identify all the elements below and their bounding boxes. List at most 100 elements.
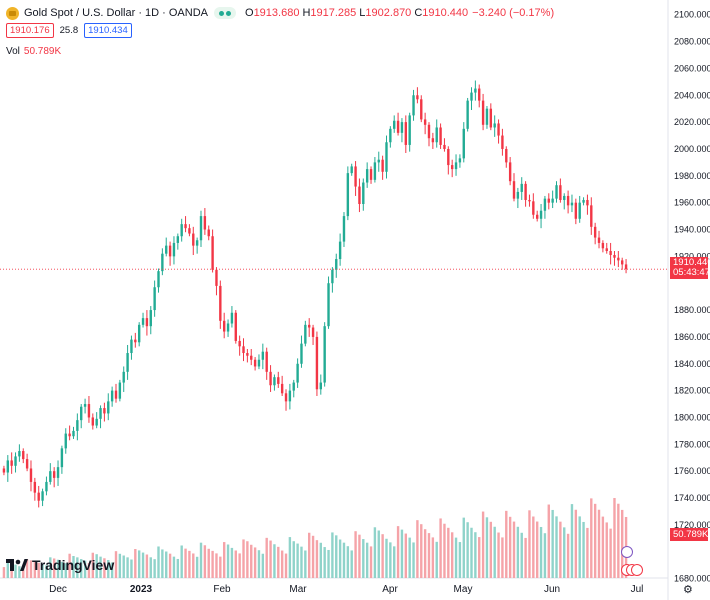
- candle-body: [528, 199, 531, 202]
- candle-body: [621, 260, 624, 265]
- candle-body: [222, 320, 226, 332]
- volume-bar: [385, 538, 388, 578]
- volume-bar: [176, 558, 180, 578]
- volume-bar: [551, 509, 554, 578]
- time-tick: May: [454, 584, 473, 595]
- candle-body: [439, 127, 442, 145]
- candle-body: [157, 271, 160, 288]
- price-tick: 1740.000: [674, 493, 710, 503]
- volume-bar: [439, 518, 442, 578]
- lightning-icon[interactable]: [621, 546, 633, 558]
- candle-body: [29, 468, 33, 482]
- price-tick: 1820.000: [674, 386, 710, 396]
- symbol-title[interactable]: Gold Spot / U.S. Dollar · 1D · OANDA: [24, 7, 208, 19]
- price-tick: 1860.000: [674, 332, 710, 342]
- candle-body: [338, 241, 342, 260]
- candle-body: [145, 318, 149, 327]
- settings-gear-icon[interactable]: ⚙: [683, 584, 693, 596]
- volume-bar: [234, 550, 237, 578]
- candle-body: [605, 248, 608, 251]
- volume-bar: [29, 560, 33, 578]
- price-tick: 1960.000: [674, 198, 710, 208]
- volume-bar: [107, 559, 110, 578]
- candle-body: [153, 287, 156, 311]
- candle-body: [83, 404, 87, 407]
- candle-body: [184, 224, 187, 229]
- volume-bar: [141, 552, 145, 578]
- volume-bar: [593, 503, 597, 578]
- price-tick: 1940.000: [674, 225, 710, 235]
- candle-body: [369, 169, 373, 180]
- price-tick: 1760.000: [674, 466, 710, 476]
- close-value: 1910.440: [422, 7, 469, 19]
- volume-value: 50.789K: [23, 46, 62, 57]
- candle-body: [412, 95, 415, 116]
- candle-body: [37, 492, 40, 501]
- price-tick: 2020.000: [674, 117, 710, 127]
- volume-bar: [559, 521, 562, 578]
- tradingview-logo[interactable]: TradingView: [6, 557, 114, 573]
- volume-bar: [454, 537, 458, 578]
- spread-value: 25.8: [59, 25, 79, 36]
- volume-bar: [396, 526, 400, 578]
- volume-bar: [242, 539, 245, 578]
- candle-body: [311, 327, 315, 337]
- low-value: 1902.870: [365, 7, 412, 19]
- candle-body: [435, 127, 438, 143]
- candle-body: [524, 183, 527, 200]
- volume-bar: [590, 498, 593, 578]
- buy-button[interactable]: 1910.434: [84, 23, 132, 38]
- candle-body: [563, 195, 566, 200]
- candle-body: [315, 336, 319, 390]
- price-tick: 2040.000: [674, 90, 710, 100]
- candle-body: [566, 195, 570, 206]
- candle-body: [427, 124, 431, 139]
- volume-bar: [346, 546, 350, 578]
- volume-bar: [485, 517, 489, 578]
- market-status-icon[interactable]: [214, 7, 236, 19]
- candle-body: [535, 214, 539, 219]
- candle-body: [466, 100, 469, 129]
- candle-body: [450, 165, 454, 170]
- high-value: 1917.285: [310, 7, 357, 19]
- candle-body: [257, 359, 261, 367]
- candle-body: [319, 382, 322, 390]
- time-tick: Mar: [289, 584, 307, 595]
- volume-bar: [555, 516, 558, 578]
- candle-body: [300, 343, 303, 364]
- flag-icon-3[interactable]: [631, 564, 643, 576]
- volume-bar: [215, 553, 218, 578]
- volume-bar: [516, 526, 520, 578]
- time-tick: Jul: [631, 584, 644, 595]
- candle-body: [137, 324, 141, 343]
- volume-bar: [300, 546, 303, 578]
- candle-body: [234, 312, 237, 341]
- volume-bar: [33, 561, 37, 578]
- volume-bar: [327, 549, 330, 578]
- sell-button[interactable]: 1910.176: [6, 23, 54, 38]
- volume-bar: [408, 537, 411, 578]
- volume-bar: [481, 511, 485, 578]
- price-tick: 2000.000: [674, 144, 710, 154]
- candle-body: [250, 355, 253, 360]
- volume-bar: [528, 510, 531, 578]
- volume-bar: [49, 557, 52, 578]
- candle-body: [261, 351, 265, 360]
- volume-bar: [2, 567, 6, 578]
- volume-legend: Vol 50.789K: [6, 46, 61, 57]
- candle-body: [613, 255, 616, 258]
- candle-body: [242, 346, 245, 354]
- candle-body: [393, 120, 396, 129]
- volume-bar: [246, 541, 249, 578]
- volume-bar: [188, 550, 191, 578]
- volume-bar: [87, 562, 91, 578]
- volume-bar: [574, 509, 578, 578]
- candle-body: [462, 128, 465, 159]
- candle-body: [188, 228, 191, 234]
- candle-body: [22, 451, 25, 460]
- volume-bar: [412, 542, 415, 578]
- time-tick: Feb: [213, 584, 231, 595]
- volume-bar: [37, 562, 40, 578]
- price-tick: 1780.000: [674, 439, 710, 449]
